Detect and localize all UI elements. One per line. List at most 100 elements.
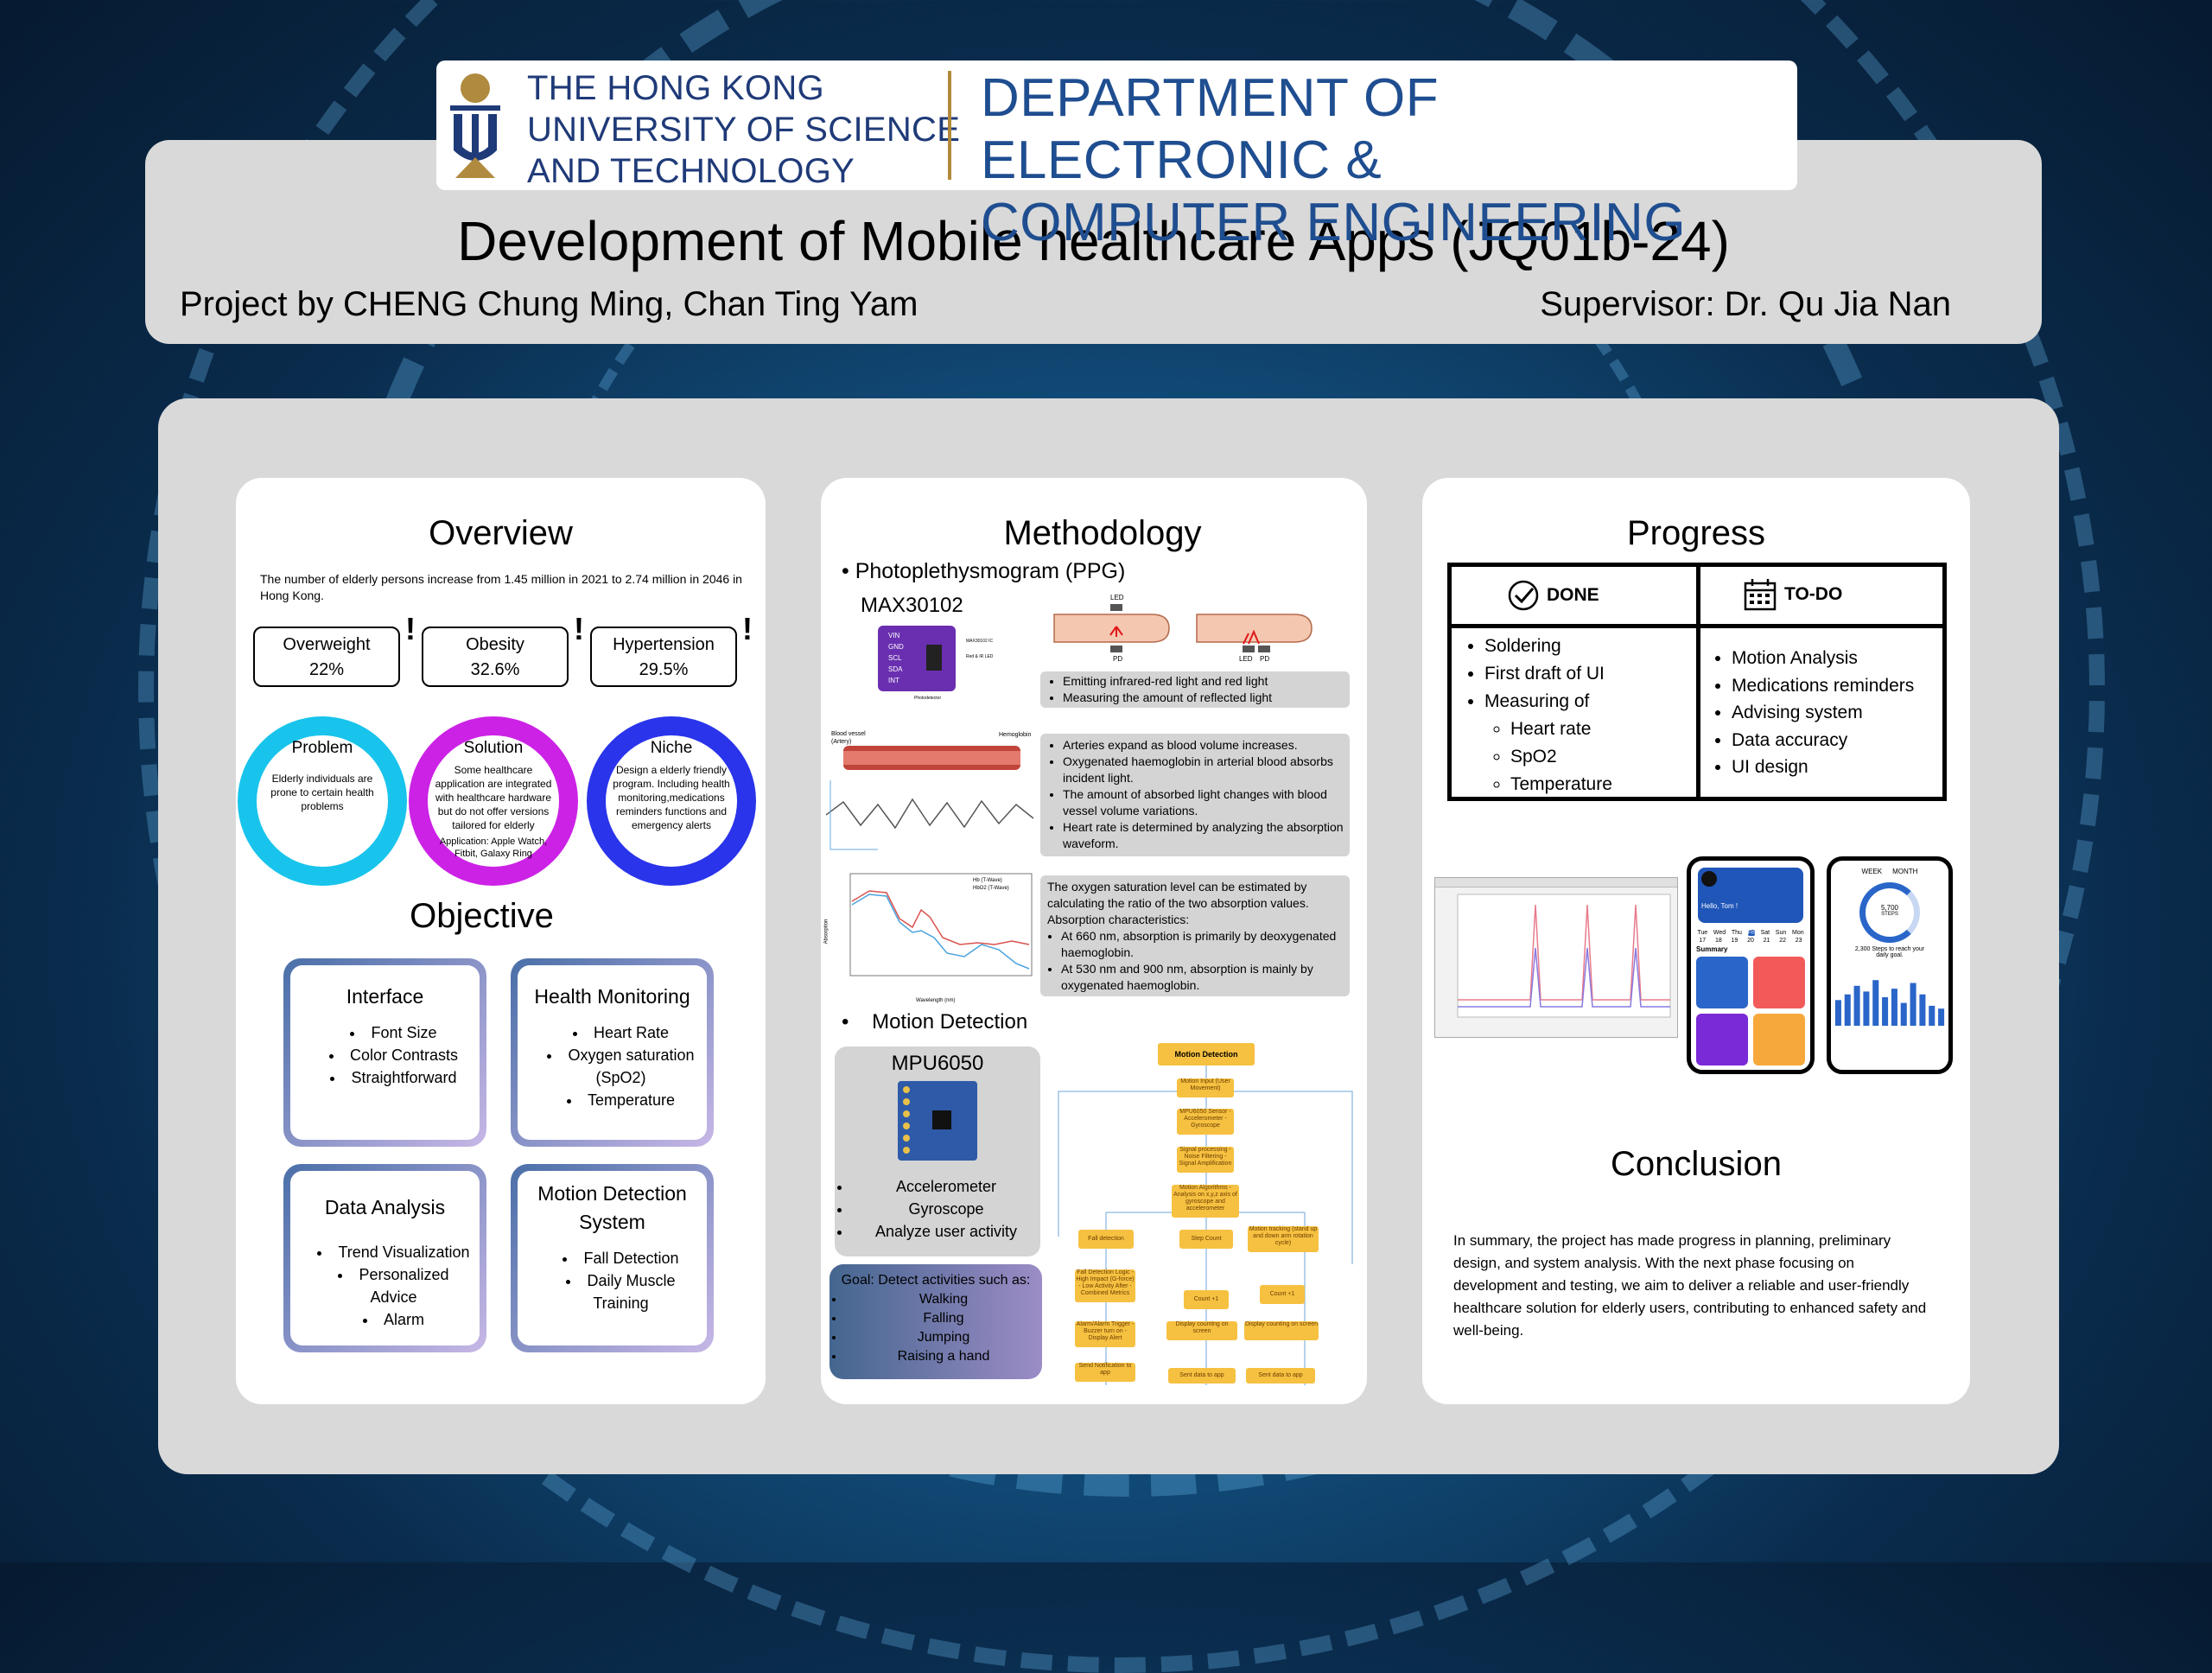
flow-node: Fall detection bbox=[1078, 1230, 1134, 1249]
done-list: Soldering First draft of UI Measuring of… bbox=[1452, 633, 1612, 798]
flow-node: Motion Algorithms - Analysis on x,y,z ax… bbox=[1172, 1185, 1239, 1218]
spectrum-legend: Hb (T-Wave) HbO2 (T-Wave) bbox=[973, 877, 1009, 893]
sensor-labels: MAX30102 IC Red & IR LED bbox=[966, 633, 993, 665]
objective-card-health-monitoring: Health Monitoring Heart Rate Oxygen satu… bbox=[511, 958, 714, 1147]
todo-list: Motion Analysis Medications reminders Ad… bbox=[1699, 645, 1914, 781]
methodology-heading: Methodology bbox=[1003, 514, 1202, 552]
flow-node: Display counting on screen bbox=[1244, 1321, 1319, 1340]
blood-info-list: Arteries expand as blood volume increase… bbox=[1040, 737, 1350, 852]
steps-bar bbox=[1872, 980, 1879, 1026]
finger-reflectance-diagram bbox=[1053, 604, 1313, 652]
week-date: 22 bbox=[1779, 938, 1786, 944]
objective-item: Personalized Advice bbox=[316, 1263, 471, 1308]
done-item: Soldering bbox=[1484, 633, 1612, 660]
app-steps-screen: WEEK MONTH 5,700 STEPS 2,300 Steps to re… bbox=[1827, 856, 1953, 1074]
sensor-label: Photodetector bbox=[914, 696, 942, 701]
blood-info-item: Oxygenated haemoglobin in arterial blood… bbox=[1063, 754, 1350, 786]
motion-bullet: • Motion Detection bbox=[842, 1010, 1028, 1034]
ppg-bullet-text: Photoplethysmogram (PPG) bbox=[855, 559, 1126, 583]
overview-column: Overview The number of elderly persons i… bbox=[236, 478, 766, 1404]
mpu-item: Gyroscope bbox=[852, 1198, 1040, 1220]
steps-bar bbox=[1844, 994, 1851, 1026]
stat-label: Obesity bbox=[466, 635, 524, 654]
sensor-pin-list: VIN GND SCL SDA INT bbox=[888, 630, 904, 686]
flow-node: Fall Detection Logic - High Impact (G-fo… bbox=[1075, 1269, 1135, 1302]
vessel-label: Blood vessel (Artery) bbox=[831, 731, 866, 745]
flow-node: Alarm/Alarm Trigger - Buzzer turn on - D… bbox=[1075, 1321, 1135, 1347]
exclamation-icon: ! bbox=[574, 611, 584, 646]
led-label: LED bbox=[1110, 594, 1124, 601]
objective-card-body: Interface Font Size Color Contrasts Stra… bbox=[290, 965, 480, 1140]
app-home-screen: Hello, Tom ! Tue Wed Thu Fri Sat Sun Mon… bbox=[1687, 856, 1815, 1074]
spectrum-legend-item: Hb (T-Wave) bbox=[973, 878, 1002, 883]
goal-item: Falling bbox=[845, 1309, 1042, 1328]
circle-text: Design a elderly friendly program. Inclu… bbox=[613, 764, 730, 831]
sensor-pin: VIN bbox=[888, 632, 900, 639]
mpu-box: MPU6050 Accelerometer Gyroscope Analyze … bbox=[835, 1046, 1040, 1256]
ppg-bullet: • Photoplethysmogram (PPG) bbox=[842, 559, 1126, 583]
led-info-item: Emitting infrared-red light and red ligh… bbox=[1063, 673, 1350, 690]
spectrum-legend-item: HbO2 (T-Wave) bbox=[973, 886, 1009, 891]
done-sublist: Heart rate SpO2 Temperature bbox=[1484, 716, 1612, 798]
blood-info-item: Arteries expand as blood volume increase… bbox=[1063, 737, 1350, 754]
stat-value: 32.6% bbox=[470, 660, 520, 679]
week-date: 18 bbox=[1714, 938, 1722, 944]
led-info-box: Emitting infrared-red light and red ligh… bbox=[1040, 671, 1350, 708]
steps-bar bbox=[1863, 991, 1870, 1026]
flow-node: Sent data to app bbox=[1168, 1368, 1236, 1384]
goal-item: Raising a hand bbox=[845, 1347, 1042, 1366]
mpu-item: Analyze user activity bbox=[852, 1220, 1040, 1243]
mpu-item: Accelerometer bbox=[852, 1175, 1040, 1198]
objective-card-motion-detection: Motion Detection System Fall Detection D… bbox=[511, 1164, 714, 1352]
sensor-pin: SDA bbox=[888, 665, 903, 673]
sensor-pin: SCL bbox=[888, 654, 902, 662]
overview-heading: Overview bbox=[429, 514, 573, 552]
tile-heart-rate[interactable] bbox=[1753, 957, 1805, 1008]
objective-item: Heart Rate bbox=[543, 1021, 698, 1044]
department-name-line: DEPARTMENT OF ELECTRONIC & bbox=[981, 68, 1440, 190]
flow-node: Motion tracking (stand up and down arm r… bbox=[1248, 1226, 1319, 1252]
steps-bar bbox=[1919, 994, 1926, 1026]
tile-blood-oxygen[interactable] bbox=[1696, 1014, 1748, 1066]
blood-vessel-waveform-diagram bbox=[826, 746, 1034, 850]
solution-circle: Solution Some healthcare application are… bbox=[409, 716, 578, 886]
flow-node: Send Notification to app bbox=[1075, 1363, 1135, 1382]
week-day: Mon bbox=[1791, 930, 1804, 936]
department-name-line: COMPUTER ENGINEERING bbox=[981, 193, 1687, 252]
steps-bar bbox=[1900, 1002, 1907, 1026]
tile-steps[interactable] bbox=[1696, 957, 1748, 1008]
week-date: 19 bbox=[1731, 938, 1738, 944]
pd-label: PD bbox=[1260, 655, 1270, 663]
todo-header: TO-DO bbox=[1743, 577, 1842, 612]
home-header: Hello, Tom ! bbox=[1698, 868, 1803, 923]
circle-title: Niche bbox=[650, 739, 693, 757]
week-dates: 17 18 19 20 21 22 23 bbox=[1691, 936, 1810, 945]
steps-bar bbox=[1938, 1008, 1945, 1026]
tab-month[interactable]: MONTH bbox=[1892, 868, 1918, 875]
week-date: 23 bbox=[1795, 938, 1802, 944]
blood-info-box: Arteries expand as blood volume increase… bbox=[1040, 734, 1350, 856]
department-name: DEPARTMENT OF ELECTRONIC & COMPUTER ENGI… bbox=[981, 67, 1797, 254]
objective-item: Oxygen saturation (SpO2) bbox=[543, 1044, 698, 1089]
week-day: Wed bbox=[1713, 930, 1726, 936]
pd-label: PD bbox=[1113, 655, 1123, 663]
absorption-list: At 660 nm, absorption is primarily by de… bbox=[1047, 928, 1344, 994]
week-days: Tue Wed Thu Fri Sat Sun Mon bbox=[1691, 930, 1810, 936]
sensor-name: MAX30102 bbox=[861, 594, 963, 617]
circle-title: Problem bbox=[291, 739, 353, 757]
authors: Project by CHENG Chung Ming, Chan Ting Y… bbox=[180, 285, 918, 323]
motion-bullet-text: Motion Detection bbox=[872, 1010, 1028, 1034]
spectrum-xlabel: Wavelength (nm) bbox=[916, 998, 956, 1003]
stat-overweight: Overweight 22% ! bbox=[253, 614, 416, 687]
mpu6050-board bbox=[898, 1081, 977, 1161]
steps-bar bbox=[1882, 997, 1889, 1026]
goal-list: Walking Falling Jumping Raising a hand bbox=[830, 1290, 1042, 1366]
tab-week[interactable]: WEEK bbox=[1861, 868, 1883, 875]
tile-temperature[interactable] bbox=[1753, 1014, 1805, 1066]
steps-ring: 5,700 STEPS bbox=[1859, 882, 1920, 943]
logo-divider bbox=[948, 71, 951, 180]
absorption-info-box: The oxygen saturation level can be estim… bbox=[1040, 875, 1350, 996]
objective-card-list: Font Size Color Contrasts Straightforwar… bbox=[290, 1021, 480, 1089]
max30102-board: VIN GND SCL SDA INT bbox=[878, 626, 956, 691]
done-item: Measuring of bbox=[1484, 688, 1612, 716]
